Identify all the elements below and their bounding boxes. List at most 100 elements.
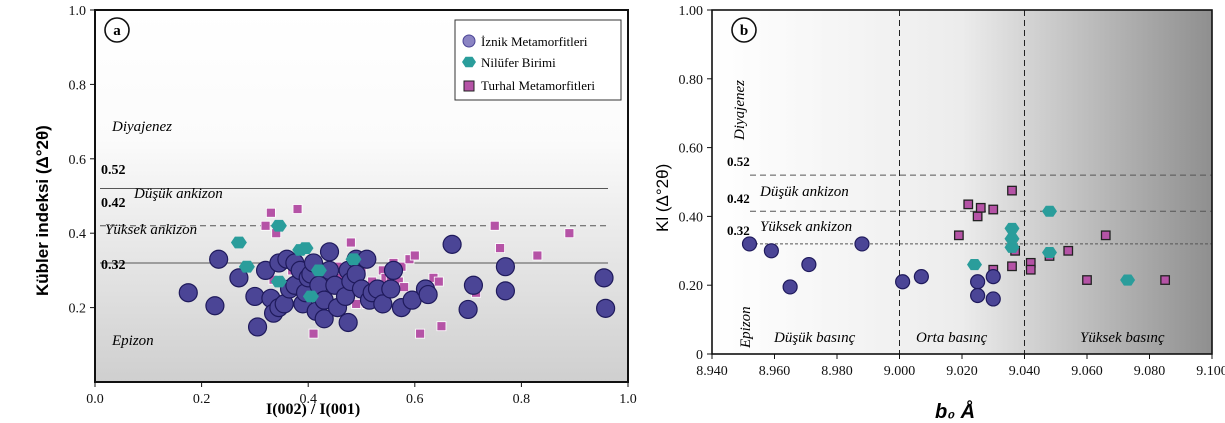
x-tick-label: 8.940 — [696, 364, 728, 379]
panel-b-zone-epizon: Epizon — [738, 306, 754, 349]
point-turhal — [963, 199, 974, 210]
y-tick-label: 0 — [696, 348, 703, 363]
point-turhal — [345, 237, 356, 248]
point-iznik — [985, 291, 1001, 307]
point-turhal — [975, 202, 986, 213]
legend-marker-turhal — [463, 80, 475, 92]
point-iznik — [782, 279, 798, 295]
point-turhal — [489, 220, 500, 231]
x-tick-label: 0.8 — [513, 392, 531, 407]
legend-label-iznik: İznik Metamorfitleri — [481, 34, 588, 49]
panel-b-label: b — [740, 23, 748, 39]
panel-a-frame — [94, 9, 629, 383]
point-turhal — [1007, 185, 1017, 196]
panel-b-y-axis-title: Kl (Δ°2θ) — [653, 164, 672, 232]
legend-label-turhal: Turhal Metamorfitleri — [481, 78, 595, 93]
point-iznik — [338, 312, 358, 333]
point-iznik — [247, 317, 268, 337]
point-turhal — [564, 228, 575, 239]
y-tick-label: 1.0 — [69, 4, 87, 19]
point-iznik — [205, 296, 225, 316]
point-iznik — [373, 294, 393, 314]
point-nilufer — [1042, 205, 1057, 217]
panel-b-frame — [711, 9, 1213, 355]
legend-label-nilufer: Nilüfer Birimi — [481, 55, 556, 70]
panel-b-plot-background — [712, 10, 1212, 354]
x-tick-label: 8.960 — [759, 364, 791, 379]
point-nilufer — [967, 259, 982, 271]
point-nilufer — [1042, 247, 1057, 258]
point-turhal — [436, 321, 447, 332]
panel-b-boundary-label-052: 0.52 — [727, 154, 750, 169]
x-tick-label: 8.980 — [821, 364, 853, 379]
point-turhal — [433, 276, 444, 287]
panel-b-ticks: 8.940 8.960 8.980 9.000 9.020 9.040 9.060 9.080… — [679, 4, 1225, 379]
point-turhal — [1100, 230, 1111, 241]
panel-a-x-axis-title: I(002) / I(001) — [266, 401, 360, 418]
point-iznik — [245, 286, 265, 307]
panel-a-zone-yuksek-ankizon: Yüksek ankizon — [105, 222, 197, 238]
point-iznik — [596, 298, 616, 318]
point-turhal — [308, 328, 319, 339]
point-turhal — [415, 328, 426, 339]
panel-b-boundary-label-032: 0.32 — [727, 223, 750, 238]
point-turhal — [260, 220, 271, 231]
panel-a-zone-diyajenez: Diyajenez — [111, 119, 172, 135]
panel-a-boundary-label-042: 0.42 — [101, 196, 126, 211]
y-tick-label: 0.6 — [69, 153, 87, 168]
legend-marker-iznik — [462, 34, 476, 48]
point-iznik — [314, 309, 334, 329]
panel-b-zone-diyajenez: Diyajenez — [732, 80, 748, 141]
point-iznik — [463, 275, 484, 295]
x-tick-label: 9.040 — [1009, 364, 1041, 379]
point-nilufer — [1004, 241, 1020, 253]
y-tick-label: 0.80 — [679, 73, 704, 88]
point-nilufer — [310, 264, 327, 277]
point-iznik — [495, 281, 516, 301]
point-iznik — [985, 269, 1001, 285]
point-nilufer — [345, 253, 362, 266]
point-iznik — [381, 279, 401, 299]
point-iznik — [418, 284, 438, 305]
point-turhal — [1160, 275, 1171, 285]
point-nilufer — [302, 290, 319, 303]
point-nilufer — [1004, 222, 1020, 234]
panel-a-label: a — [113, 23, 121, 39]
point-iznik — [458, 299, 478, 320]
y-tick-label: 0.2 — [69, 302, 87, 317]
point-turhal — [1007, 261, 1017, 272]
point-nilufer — [270, 275, 287, 288]
legend-box — [454, 19, 622, 101]
panel-a-y-axis-title: Kübler indeksi (Δ°2θ) — [33, 125, 52, 296]
point-nilufer — [1004, 233, 1020, 245]
point-iznik — [383, 260, 404, 280]
panel-a-boundary-label-032: 0.32 — [101, 258, 126, 273]
panel-b-pressure-low: Düşük basınç — [773, 330, 856, 346]
point-turhal — [1063, 245, 1074, 256]
panel-a-label-circle — [104, 17, 130, 43]
panel-b-boundary-label-042: 0.42 — [727, 191, 750, 206]
x-tick-label: 9.000 — [884, 364, 916, 379]
point-turhal — [495, 243, 505, 253]
point-turhal — [988, 204, 999, 215]
point-nilufer — [270, 219, 287, 232]
point-turhal — [1025, 264, 1036, 275]
panel-a-zone-dusuk-ankizon: Düşük ankizon — [133, 186, 223, 202]
panel-b-zone-yuksek-ankizon: Yüksek ankizon — [760, 219, 852, 235]
y-tick-label: 0.4 — [69, 227, 87, 242]
x-tick-label: 0.4 — [299, 392, 317, 407]
panel-a-boundary-label-052: 0.52 — [101, 163, 126, 178]
point-turhal — [399, 282, 410, 293]
x-tick-label: 1.0 — [619, 392, 637, 407]
panel-a-zone-epizon: Epizon — [111, 333, 154, 349]
point-iznik — [594, 268, 614, 288]
panel-b: 8.940 8.960 8.980 9.000 9.020 9.040 9.060 9.080… — [653, 4, 1225, 423]
panel-b-pressure-high: Yüksek basınç — [1080, 330, 1165, 346]
y-tick-label: 1.00 — [679, 4, 704, 19]
point-turhal — [953, 230, 964, 241]
panel-a-data-points — [178, 204, 616, 339]
point-iznik — [854, 236, 870, 252]
point-turhal — [532, 250, 543, 261]
point-nilufer — [1120, 274, 1136, 286]
